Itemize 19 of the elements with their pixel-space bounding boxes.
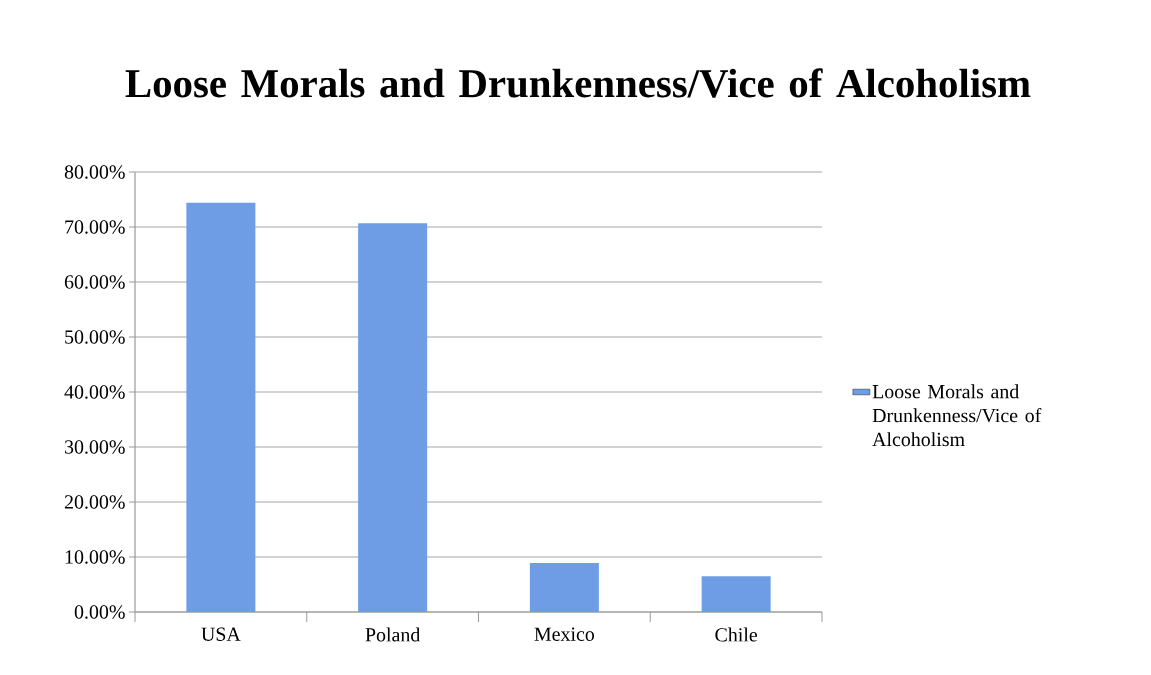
y-tick-label: 0.00%	[74, 605, 125, 619]
bar	[358, 223, 428, 612]
y-tick-label: 70.00%	[65, 220, 125, 234]
chart-title: Loose Morals and Drunkenness/Vice of Alcoholism	[125, 68, 1031, 98]
x-tick-label: USA	[201, 627, 241, 641]
y-tick-label: 50.00%	[65, 330, 125, 344]
y-tick-label: 30.00%	[65, 440, 125, 454]
y-tick-label: 40.00%	[64, 385, 125, 399]
y-tick-label: 80.00%	[64, 165, 125, 179]
x-tick-label: Mexico	[534, 627, 595, 641]
bar	[529, 563, 599, 612]
y-tick-label: 10.00%	[65, 550, 125, 564]
legend-label: Loose Morals and Drunkenness/Vice of Alcoholism	[872, 384, 1042, 447]
bar	[701, 576, 771, 612]
x-tick-label: Chile	[715, 627, 758, 642]
y-tick-label: 20.00%	[64, 495, 125, 509]
bar	[186, 202, 256, 612]
y-tick-label: 60.00%	[64, 275, 125, 289]
x-tick-label: Poland	[365, 627, 421, 642]
